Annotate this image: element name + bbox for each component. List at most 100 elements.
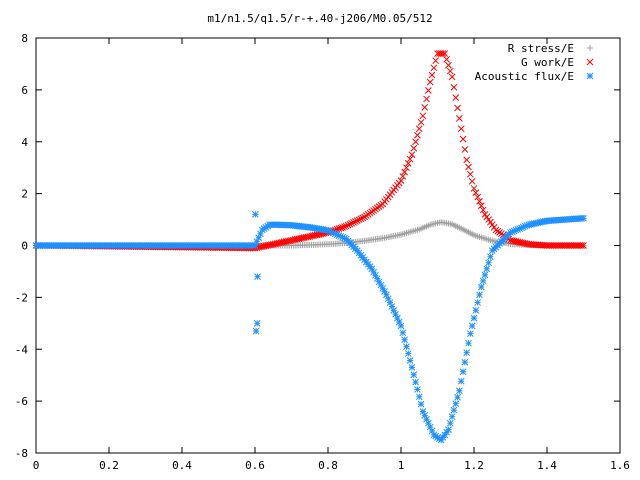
axis-ticks: 0 0.2 0.4 0.6 0.8 1 1.2 1.4 1.6 8 6 4 2 0 -2 -4 -6 -8 bbox=[15, 32, 630, 472]
data-point bbox=[252, 211, 259, 218]
data-point bbox=[406, 155, 414, 163]
data-point bbox=[414, 131, 421, 139]
legend-label: G work/E bbox=[521, 56, 574, 69]
data-point bbox=[485, 259, 492, 267]
data-point bbox=[461, 146, 469, 153]
data-point bbox=[580, 242, 587, 249]
data-point bbox=[344, 221, 352, 229]
data-point bbox=[252, 327, 260, 335]
data-point bbox=[483, 265, 491, 273]
data-point bbox=[397, 177, 405, 185]
data-point bbox=[452, 400, 460, 408]
data-point bbox=[454, 393, 461, 401]
data-point bbox=[470, 314, 478, 322]
data-point bbox=[472, 189, 480, 197]
data-point bbox=[439, 50, 447, 57]
data-point bbox=[448, 413, 456, 421]
data-point bbox=[410, 371, 418, 379]
data-point bbox=[481, 271, 489, 279]
y-tick-label: 4 bbox=[21, 136, 28, 149]
x-tick-label: 0.8 bbox=[318, 459, 338, 472]
data-point bbox=[397, 322, 405, 330]
data-point bbox=[463, 349, 471, 357]
data-point bbox=[399, 329, 407, 337]
data-point bbox=[355, 216, 363, 224]
data-point bbox=[465, 163, 472, 171]
data-point bbox=[456, 387, 463, 395]
data-point bbox=[578, 242, 586, 249]
data-point bbox=[448, 73, 456, 81]
data-point bbox=[410, 144, 418, 152]
data-point bbox=[461, 358, 469, 366]
data-point bbox=[459, 368, 467, 376]
y-tick-label: 6 bbox=[21, 84, 28, 97]
data-point bbox=[359, 214, 367, 222]
data-point bbox=[346, 220, 354, 228]
data-point bbox=[430, 64, 438, 72]
y-tick-label: -6 bbox=[15, 395, 28, 408]
data-point bbox=[403, 164, 410, 172]
x-tick-label: 1.2 bbox=[464, 459, 484, 472]
data-point bbox=[474, 299, 482, 306]
data-point bbox=[476, 291, 483, 299]
legend-marker bbox=[586, 58, 594, 66]
data-point bbox=[457, 377, 465, 385]
data-point bbox=[445, 61, 452, 69]
legend-marker bbox=[586, 72, 594, 80]
data-point bbox=[450, 406, 458, 414]
series-layer bbox=[32, 50, 587, 444]
data-point bbox=[465, 339, 472, 347]
data-point bbox=[459, 135, 467, 143]
data-point bbox=[466, 330, 474, 338]
data-point bbox=[417, 118, 425, 126]
data-point bbox=[350, 219, 357, 226]
data-point bbox=[419, 112, 427, 120]
data-point bbox=[474, 193, 482, 201]
data-point bbox=[441, 50, 449, 57]
x-tick-label: 1 bbox=[398, 459, 405, 472]
x-tick-label: 0.2 bbox=[99, 459, 119, 472]
data-point bbox=[341, 223, 348, 231]
data-point bbox=[443, 56, 450, 63]
data-point bbox=[408, 151, 416, 159]
data-point bbox=[399, 172, 407, 180]
data-point bbox=[421, 104, 429, 111]
legend-label: Acoustic flux/E bbox=[475, 70, 574, 83]
y-tick-label: 8 bbox=[21, 32, 28, 45]
data-point bbox=[412, 138, 419, 146]
data-point bbox=[468, 177, 476, 185]
data-point bbox=[477, 283, 485, 291]
data-point bbox=[477, 202, 485, 210]
data-point bbox=[342, 222, 350, 230]
data-point bbox=[454, 104, 461, 112]
x-tick-label: 0.4 bbox=[172, 459, 192, 472]
data-point bbox=[415, 393, 423, 401]
data-point bbox=[335, 225, 343, 232]
data-point bbox=[432, 57, 440, 65]
data-point bbox=[404, 160, 412, 167]
data-point bbox=[470, 185, 478, 192]
data-point bbox=[457, 125, 465, 133]
data-point bbox=[472, 306, 480, 314]
y-tick-label: -4 bbox=[15, 343, 29, 356]
data-point bbox=[404, 350, 412, 357]
data-point bbox=[414, 386, 421, 393]
data-point bbox=[417, 400, 425, 408]
x-tick-label: 0 bbox=[33, 459, 40, 472]
data-point bbox=[468, 322, 476, 330]
data-point bbox=[452, 94, 460, 102]
data-point bbox=[408, 364, 416, 371]
data-point bbox=[337, 224, 345, 232]
data-point bbox=[446, 419, 454, 427]
data-point bbox=[445, 426, 452, 434]
y-tick-label: -2 bbox=[15, 291, 28, 304]
y-tick-label: 2 bbox=[21, 188, 28, 201]
x-tick-label: 1.4 bbox=[537, 459, 557, 472]
data-point bbox=[357, 215, 365, 223]
data-point bbox=[487, 253, 494, 261]
data-point bbox=[403, 343, 410, 351]
data-point bbox=[463, 156, 471, 164]
data-point bbox=[466, 170, 474, 178]
data-point bbox=[370, 268, 377, 276]
